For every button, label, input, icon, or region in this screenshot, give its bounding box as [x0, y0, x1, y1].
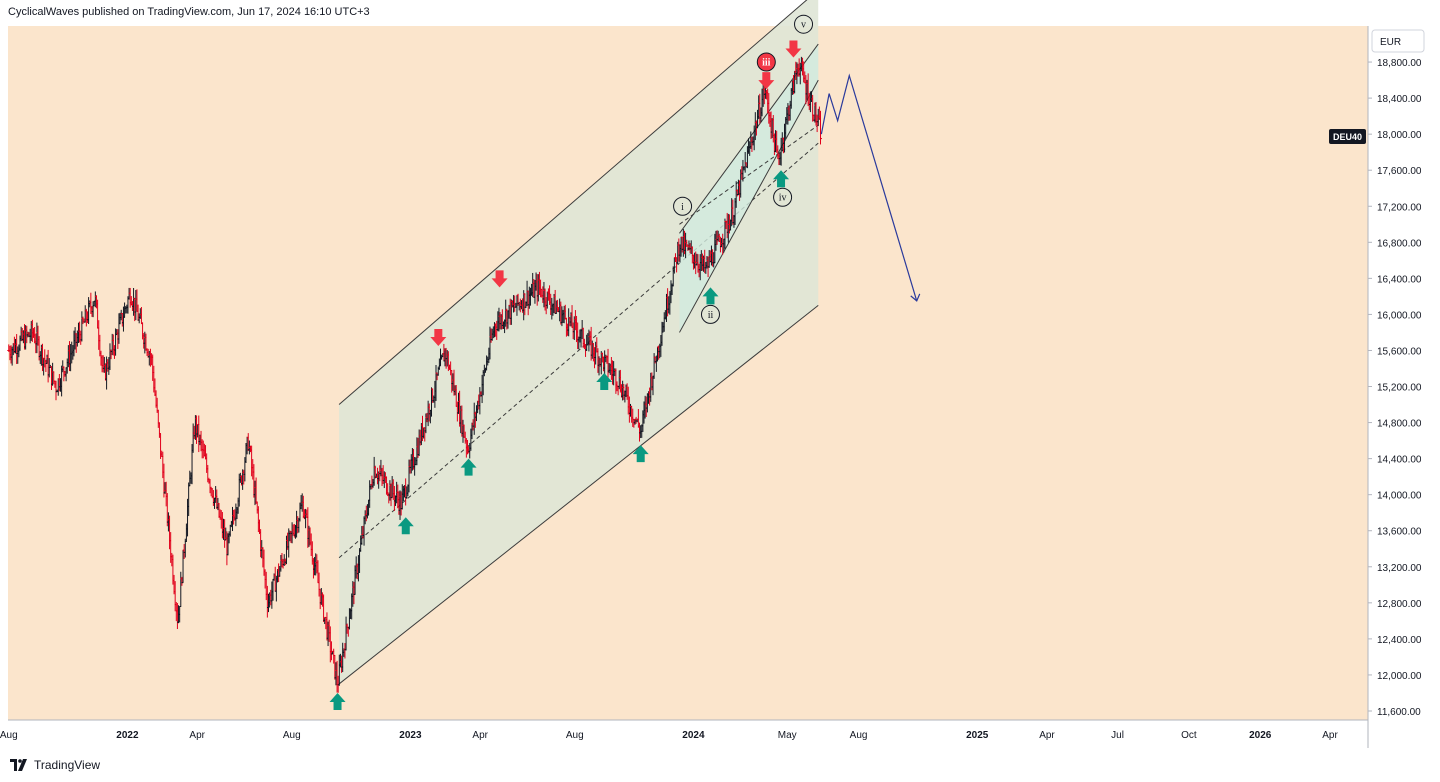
sell-signal-arrow [491, 270, 508, 288]
wave-label: v [794, 14, 814, 34]
time-tick-label: Apr [1039, 730, 1055, 741]
projection-path [820, 73, 918, 302]
sell-signal-arrow [430, 328, 447, 346]
wave-label: iv [773, 187, 793, 207]
price-tick-label: 18,800.00 [1377, 58, 1422, 69]
price-tick-label: 13,200.00 [1377, 563, 1422, 574]
price-tick-label: 17,600.00 [1377, 166, 1422, 177]
wave-label-text: v [801, 20, 806, 31]
price-tick-label: 14,400.00 [1377, 455, 1422, 466]
time-tick-label: Apr [1322, 730, 1338, 741]
price-tick-label: 14,000.00 [1377, 491, 1422, 502]
wave-label: iii [756, 52, 776, 72]
price-tick-label: 12,800.00 [1377, 599, 1422, 610]
wave-label-text: iii [762, 58, 771, 69]
currency-label: EUR [1380, 37, 1401, 48]
price-tick-label: 18,400.00 [1377, 94, 1422, 105]
time-tick-label: Oct [1181, 730, 1197, 741]
time-tick-label: 2025 [966, 730, 989, 741]
wave-label: ii [700, 304, 720, 324]
wave-label-text: ii [708, 310, 714, 321]
channel-upper-line [338, 0, 808, 405]
price-tick-label: 14,800.00 [1377, 419, 1422, 430]
price-tick-label: 16,000.00 [1377, 310, 1422, 321]
buy-signal-arrow [397, 517, 414, 535]
ohlc-bars [7, 56, 823, 693]
buy-signal-arrow [329, 692, 346, 710]
time-tick-label: 2022 [116, 730, 139, 741]
channel-lower-line [338, 305, 819, 685]
tradingview-logo-icon [10, 759, 27, 771]
time-axis[interactable]: Aug 2022 Apr Aug 2023 Apr Aug 2024 May Aug 2025 Apr… [0, 730, 1338, 741]
currency-button[interactable]: EUR [1371, 29, 1425, 53]
symbol-badge: DEU40 [1329, 129, 1366, 144]
time-tick-label: Apr [472, 730, 488, 741]
time-tick-label: Jul [1111, 730, 1124, 741]
time-tick-label: Aug [850, 730, 868, 741]
tradingview-brand-text: TradingView [34, 758, 101, 772]
sell-signal-arrow [758, 72, 775, 90]
sell-signal-arrow [785, 40, 802, 58]
price-tick-label: 15,200.00 [1377, 383, 1422, 394]
time-tick-label: 2026 [1249, 730, 1272, 741]
time-tick-label: Aug [0, 730, 18, 741]
buy-signal-arrow [702, 287, 719, 305]
time-tick-label: 2024 [682, 730, 705, 741]
price-axis[interactable]: 18,800.00 18,400.00 18,000.00 17,600.00 17,2… [1368, 58, 1422, 718]
buy-signal-arrow [460, 458, 477, 476]
ohlc-bar [819, 110, 823, 145]
price-tick-label: 13,600.00 [1377, 527, 1422, 538]
inner-channel-mid-line [679, 124, 819, 225]
wave-label-text: i [681, 202, 684, 213]
time-tick-label: May [778, 730, 797, 741]
price-tick-label: 12,000.00 [1377, 671, 1422, 682]
price-tick-label: 11,600.00 [1377, 707, 1421, 718]
publisher-caption: CyclicalWaves published on TradingView.c… [8, 6, 370, 18]
buy-signal-arrow [632, 445, 649, 463]
time-tick-label: Apr [189, 730, 205, 741]
symbol-label: DEU40 [1333, 132, 1362, 142]
wave-label: i [673, 196, 693, 216]
buy-signal-arrow [773, 170, 790, 188]
price-tick-label: 12,400.00 [1377, 635, 1422, 646]
price-tick-label: 16,800.00 [1377, 238, 1422, 249]
time-tick-label: Aug [283, 730, 301, 741]
footer-brand[interactable]: TradingView [10, 758, 100, 772]
price-tick-label: 18,000.00 [1377, 130, 1422, 141]
inner-channel-lower-line [679, 79, 819, 333]
wave-label-text: iv [779, 193, 787, 204]
projection-arrow-head [910, 293, 921, 302]
price-tick-label: 15,600.00 [1377, 346, 1422, 357]
time-tick-label: Aug [566, 730, 584, 741]
buy-signal-arrow [596, 373, 613, 391]
price-tick-label: 17,200.00 [1377, 202, 1422, 213]
time-tick-label: 2023 [399, 730, 422, 741]
price-tick-label: 16,400.00 [1377, 274, 1422, 285]
